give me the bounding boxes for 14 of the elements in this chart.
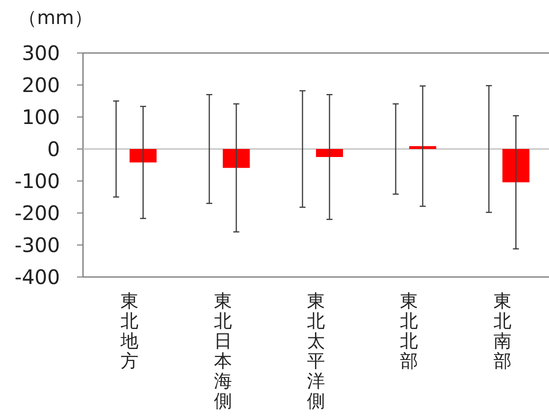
x-tick-label: 東北日本海側 xyxy=(214,291,232,412)
x-tick-label: 東北南部 xyxy=(493,291,512,372)
x-tick-label: 東北地方 xyxy=(120,291,139,372)
y-tick-label: -200 xyxy=(14,201,60,225)
y-tick-label: 0 xyxy=(47,137,60,161)
x-tick-label: 東北太平洋側 xyxy=(307,291,325,412)
y-axis-title: （mm） xyxy=(18,7,94,29)
y-tick-label: 200 xyxy=(22,73,60,97)
y-tick-label: 300 xyxy=(22,41,60,65)
x-tick-label: 東北北部 xyxy=(400,291,418,372)
y-tick-label: -300 xyxy=(14,233,60,257)
y-tick-label: 100 xyxy=(22,105,60,129)
y-tick-label: -400 xyxy=(14,265,60,289)
y-tick-label: -100 xyxy=(14,169,60,193)
